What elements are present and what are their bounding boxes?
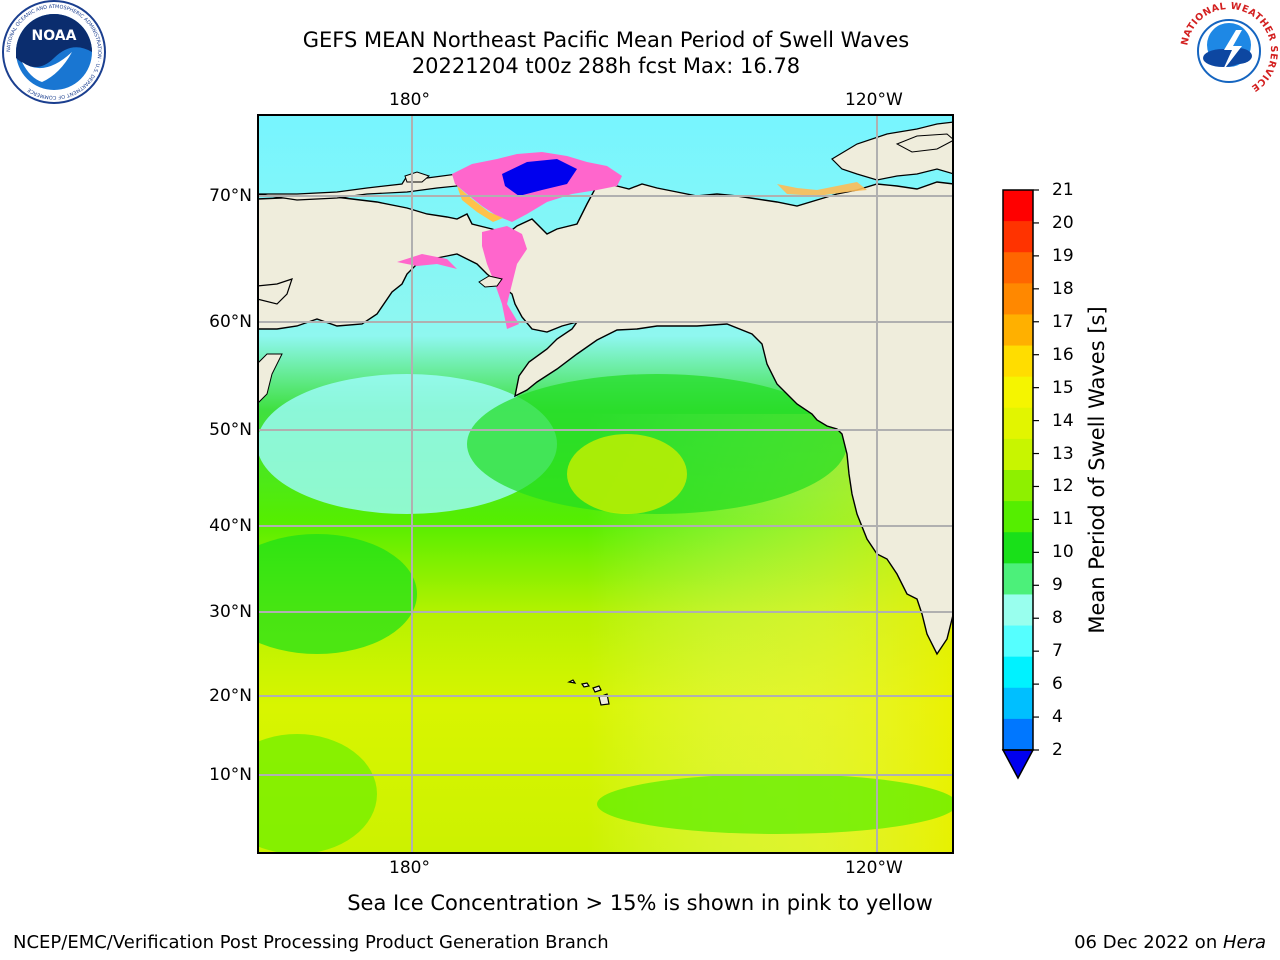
colorbar-tick-label: 7 [1052,641,1063,662]
colorbar-tick-label: 8 [1052,608,1063,629]
sea-ice-lawrence-island [478,275,503,288]
colorbar-tick-label: 11 [1052,509,1074,530]
land-hawaii [567,679,610,706]
colorbar-segment [1003,687,1033,720]
colorbar-tick-label: 15 [1052,377,1074,398]
swell-period-map [257,114,954,854]
footer-date-text: 06 Dec 2022 on [1074,932,1223,953]
land-island-small [895,133,954,153]
land-siberia-west [257,278,293,305]
colorbar-segment [1003,221,1033,253]
swell-patch-green-southwest [257,734,377,854]
footer-producer: NCEP/EMC/Verification Post Processing Pr… [13,932,609,953]
swell-patch-green-south [597,774,954,834]
noaa-logo: NOAA NATIONAL OCEANIC AND ATMOSPHERIC AD… [2,0,106,104]
colorbar-segment [1003,345,1033,378]
colorbar-tick-label: 6 [1052,674,1063,695]
colorbar-segment [1003,376,1033,409]
colorbar-tick-label: 19 [1052,245,1074,266]
colorbar-extend-arrow [1001,749,1035,780]
colorbar-segment [1003,625,1033,658]
nws-logo: NATIONAL WEATHER SERVICE [1179,1,1279,101]
colorbar [1001,189,1039,780]
footer-host: Hera [1222,932,1266,953]
noaa-logo-text: NOAA [32,28,77,44]
sea-ice-arctic-coast-spots [777,182,867,196]
colorbar-tick-label: 21 [1052,180,1074,200]
colorbar-segment [1003,532,1033,564]
colorbar-segment [1003,718,1033,751]
colorbar-tick-label: 9 [1052,575,1063,596]
sea-ice-bering-strait [482,226,527,329]
colorbar-tick-label: 14 [1052,410,1074,431]
land-kamchatka-corner [257,353,283,405]
colorbar-tick-label: 4 [1052,707,1063,728]
colorbar-segment [1003,314,1033,347]
lat-label-40n: 40°N [209,516,252,536]
map-border [257,114,954,854]
colorbar-tick-label: 12 [1052,476,1074,497]
footer-date: 06 Dec 2022 on Hera [1074,932,1266,954]
lat-label-30n: 30°N [209,602,252,622]
colorbar-segment [1003,656,1033,689]
colorbar-tick-label: 2 [1052,740,1063,760]
lat-label-50n: 50°N [209,420,252,440]
map-subtitle: 20221204 t00z 288h fcst Max: 16.78 [411,54,801,78]
swell-patch-cyan-north [257,374,557,514]
lon-label-top-120w: 120°W [845,90,903,110]
sea-ice-note: Sea Ice Concentration > 15% is shown in … [347,891,933,915]
swell-patch-green-west [257,534,417,654]
lat-label-70n: 70°N [209,186,252,206]
lat-label-60n: 60°N [209,312,252,332]
colorbar-segment [1003,252,1033,284]
colorbar-segment [1003,283,1033,315]
colorbar-segment [1003,407,1033,440]
colorbar-tick-label: 16 [1052,344,1074,365]
colorbar-segment [1003,438,1033,471]
graticule [257,114,954,854]
sea-ice-chukchi-core [502,159,577,196]
colorbar-tick-label: 17 [1052,311,1074,332]
sea-ice-edge-yellow [457,186,503,222]
colorbar-segment [1003,501,1033,533]
swell-patch-yellow-gulf [567,434,687,514]
map-title: GEFS MEAN Northeast Pacific Mean Period … [302,28,910,52]
lon-label-bottom-120w: 120°W [845,858,903,878]
colorbar-border [1002,189,1034,751]
colorbar-tick-label: 13 [1052,443,1074,464]
colorbar-segment [1003,470,1033,502]
lat-label-20n: 20°N [209,686,252,706]
lat-label-10n: 10°N [209,765,252,785]
colorbar-tick-label: 20 [1052,212,1074,233]
colorbar-segment [1003,563,1033,595]
colorbar-tick-label: 10 [1052,542,1074,563]
colorbar-segment [1003,190,1033,222]
colorbar-segment [1003,594,1033,627]
lon-label-top-180: 180° [389,90,430,110]
colorbar-tick-label: 18 [1052,278,1074,299]
lon-label-bottom-180: 180° [389,858,430,878]
colorbar-title: Mean Period of Swell Waves [s] [1085,306,1109,634]
